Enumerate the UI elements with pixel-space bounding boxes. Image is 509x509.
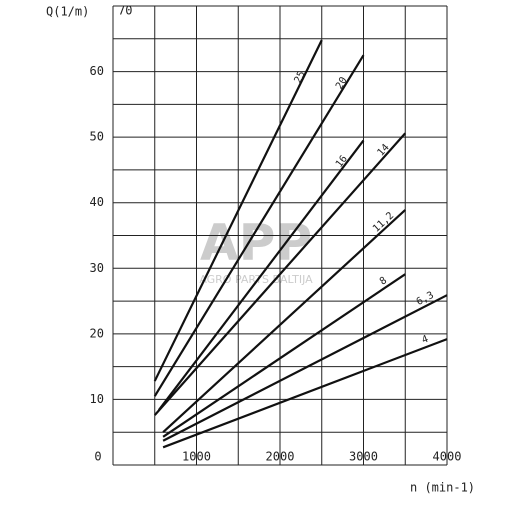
y-axis-label: Q(1/m): [46, 5, 89, 19]
y-tick-label: 30: [90, 261, 104, 275]
line-label: 4: [420, 334, 430, 346]
watermark: APP: [200, 214, 312, 272]
watermark-sub: AGRO PARTS BALTIJA: [199, 273, 313, 286]
y-tick-label: 50: [90, 130, 104, 144]
line: [162, 294, 448, 442]
line: [162, 338, 448, 449]
line-label: 14: [376, 142, 392, 158]
y-tick-label: 20: [90, 326, 104, 340]
line: [153, 39, 323, 382]
y-tick-label: 40: [90, 195, 104, 209]
x-tick-label: 4000: [433, 450, 462, 464]
x-tick-label: 2000: [266, 450, 295, 464]
x-tick-label: 0: [94, 450, 101, 464]
line-label: 16: [334, 154, 350, 170]
line: [162, 209, 406, 434]
y-tick-label: 60: [90, 64, 104, 78]
y-tick-label: 10: [90, 392, 104, 406]
line: [162, 273, 406, 438]
line: [153, 54, 365, 397]
y-tick-label: 70: [118, 4, 132, 18]
x-tick-label: 1000: [182, 450, 211, 464]
x-axis-label: n (min-1): [410, 481, 475, 495]
line-label: 25: [293, 69, 308, 85]
line-label: 8: [378, 275, 389, 287]
line: [158, 139, 365, 411]
line-label: 20: [334, 75, 350, 91]
line: [153, 132, 407, 416]
x-tick-label: 3000: [349, 450, 378, 464]
